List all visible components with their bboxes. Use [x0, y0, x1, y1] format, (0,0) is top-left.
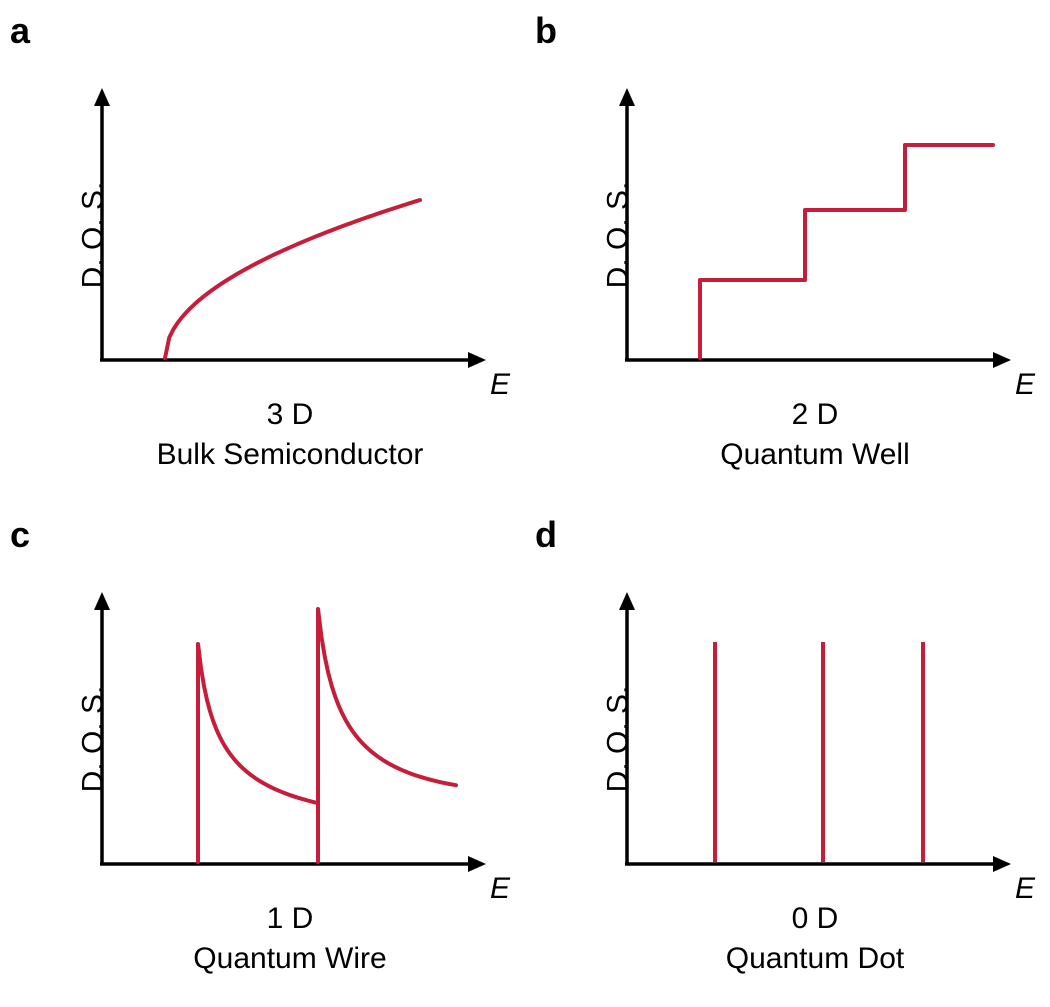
- axes-a: [94, 88, 486, 368]
- plot-svg-d: [605, 584, 1025, 894]
- x-label-a: E: [490, 368, 510, 402]
- figure-grid: a D. O. S. E 3 D Bulk Semiconductor b: [0, 0, 1050, 1007]
- plot-area-b: D. O. S. E 2 D Quantum Well: [605, 80, 1025, 390]
- name-label-b: Quantum Well: [720, 438, 910, 472]
- curve-a: [165, 200, 420, 358]
- y-label-c: D. O. S.: [76, 685, 110, 792]
- plot-svg-a: [80, 80, 500, 390]
- curve-c: [198, 609, 456, 862]
- x-arrow-c: [468, 856, 486, 872]
- y-label-a: D. O. S.: [76, 182, 110, 289]
- y-label-b: D. O. S.: [601, 182, 635, 289]
- x-label-d: E: [1015, 872, 1035, 906]
- x-label-b: E: [1015, 368, 1035, 402]
- name-label-d: Quantum Dot: [726, 942, 904, 976]
- x-arrow-d: [993, 856, 1011, 872]
- plot-area-c: D. O. S. E 1 D Quantum Wire: [80, 584, 500, 894]
- axes-b: [619, 88, 1011, 368]
- dim-label-c: 1 D: [267, 902, 314, 936]
- panel-letter-b: b: [535, 10, 557, 52]
- panel-d: d D. O. S. E 0 D Quantum Dot: [525, 504, 1050, 1007]
- x-arrow-b: [993, 352, 1011, 368]
- y-arrow-d: [619, 592, 635, 610]
- panel-c: c D. O. S. E 1 D Quantum Wire: [0, 504, 525, 1007]
- panel-letter-a: a: [10, 10, 30, 52]
- name-label-a: Bulk Semiconductor: [157, 438, 424, 472]
- x-arrow-a: [468, 352, 486, 368]
- axes-c: [94, 592, 486, 872]
- plot-area-d: D. O. S. E 0 D Quantum Dot: [605, 584, 1025, 894]
- curve-b: [700, 145, 993, 358]
- panel-b: b D. O. S. E 2 D Quantum Well: [525, 0, 1050, 504]
- curve-d: [715, 642, 923, 862]
- y-arrow-c: [94, 592, 110, 610]
- plot-svg-b: [605, 80, 1025, 390]
- panel-letter-c: c: [10, 514, 30, 556]
- plot-svg-c: [80, 584, 500, 894]
- panel-letter-d: d: [535, 514, 557, 556]
- axes-d: [619, 592, 1011, 872]
- name-label-c: Quantum Wire: [193, 942, 386, 976]
- panel-a: a D. O. S. E 3 D Bulk Semiconductor: [0, 0, 525, 504]
- dim-label-a: 3 D: [267, 398, 314, 432]
- dim-label-d: 0 D: [792, 902, 839, 936]
- y-label-d: D. O. S.: [601, 685, 635, 792]
- dim-label-b: 2 D: [792, 398, 839, 432]
- y-arrow-a: [94, 88, 110, 106]
- plot-area-a: D. O. S. E 3 D Bulk Semiconductor: [80, 80, 500, 390]
- y-arrow-b: [619, 88, 635, 106]
- x-label-c: E: [490, 872, 510, 906]
